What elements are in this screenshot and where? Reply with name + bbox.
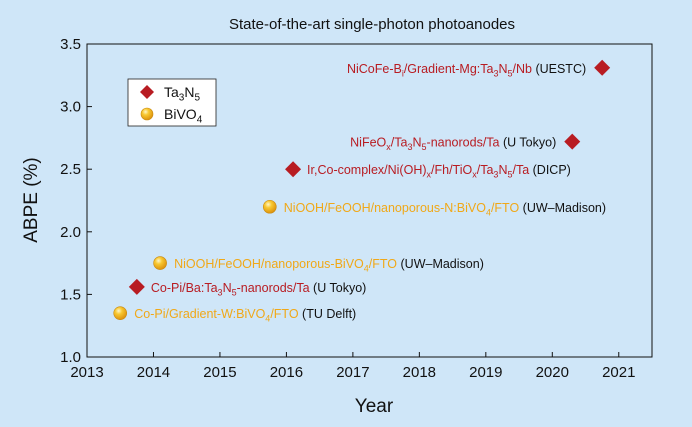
point-BiVO4 [153,256,167,270]
y-tick-label: 3.0 [60,99,81,116]
point-label-BiVO4: Co-Pi/Gradient-W:BiVO4​/FTO (TU Delft) [134,307,356,324]
point-Ta3N5 [564,133,581,150]
legend-label-BiVO4: BiVO4​ [164,106,203,126]
point-Ta3N5 [128,278,145,295]
plot-area [86,43,653,358]
x-tick-label: 2015 [203,364,236,381]
data-points: NiCoFe-Bi​/Gradient-Mg:Ta3​N5​/Nb (UESTC… [113,59,611,324]
y-axis: 1.0 1.5 2.0 2.5 3.0 3.5 [60,36,92,366]
x-tick-label: 2016 [270,364,303,381]
x-axis-label: Year [355,396,394,417]
x-tick-label: 2014 [137,364,170,381]
y-tick-label: 2.0 [60,224,81,241]
legend-marker-Ta3N5 [140,85,154,99]
legend: Ta3​N5​BiVO4​ [127,78,217,127]
point-label-BiVO4: NiOOH/FeOOH/nanoporous-BiVO4​/FTO (UW–Ma… [174,257,484,274]
x-tick-label: 2018 [403,364,436,381]
point-Ta3N5 [594,59,611,76]
x-tick-label: 2021 [602,364,635,381]
x-tick-label: 2017 [336,364,369,381]
point-Ta3N5 [285,161,302,178]
y-tick-label: 1.5 [60,286,81,303]
point-BiVO4 [113,306,128,320]
point-label-BiVO4: NiOOH/FeOOH/nanoporous-N:BiVO4​/FTO (UW–… [284,201,606,218]
point-label-Ta3N5: NiFeOx​/Ta3​N5​-nanorods/Ta (U Tokyo) [350,136,556,153]
point-label-Ta3N5: NiCoFe-Bi​/Gradient-Mg:Ta3​N5​/Nb (UESTC… [347,62,586,79]
x-axis: 2013 2014 2015 2016 2017 2018 2019 2020 2021 [70,352,635,381]
y-tick-label: 2.5 [60,161,81,178]
y-axis-label: ABPE (%) [21,157,42,243]
chart-title: State-of-the-art single-photon photoanod… [229,16,515,33]
point-label-Ta3N5: Co-Pi/Ba:Ta3​N5​-nanorods/Ta (U Tokyo) [151,281,366,298]
legend-marker-BiVO4 [140,107,154,121]
point-BiVO4 [262,199,277,214]
x-tick-label: 2020 [536,364,569,381]
y-tick-label: 3.5 [60,36,81,53]
x-tick-label: 2013 [70,364,103,381]
y-tick-label: 1.0 [60,349,81,366]
legend-label-Ta3N5: Ta3​N5​ [164,84,200,104]
point-label-Ta3N5: Ir,Co-complex/Ni(OH)x​/Fh/TiOx​/Ta3​N5​/… [307,163,571,180]
x-tick-label: 2019 [469,364,502,381]
